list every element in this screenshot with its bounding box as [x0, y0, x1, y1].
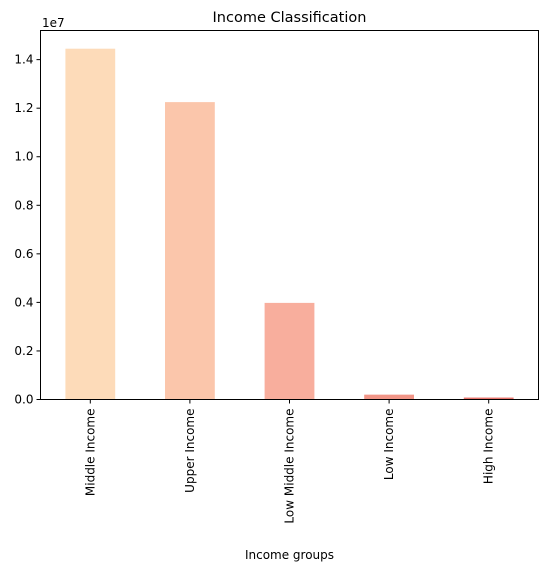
- x-tick-label: Middle Income: [83, 409, 97, 497]
- y-tick-label: 0.8: [14, 198, 33, 212]
- y-tick-label: 0.2: [14, 344, 33, 358]
- chart-title: Income Classification: [213, 10, 367, 26]
- y-tick-label: 0.6: [14, 247, 33, 261]
- y-axis-ticks: 0.0 0.2 0.4 0.6 0.8 1.0 1.2 1.4: [14, 53, 41, 407]
- bar-high-income: [463, 397, 514, 400]
- y-tick-label: 1.2: [14, 101, 33, 115]
- plot-frame: [40, 30, 539, 400]
- y-tick-label: 0.0: [14, 393, 33, 407]
- x-tick-label: Low Income: [382, 409, 396, 481]
- y-tick-label: 1.0: [14, 150, 33, 164]
- x-tick-label: Upper Income: [183, 409, 197, 493]
- bar-upper-income: [165, 102, 215, 400]
- bar-low-income: [364, 394, 414, 400]
- bars-group: [65, 48, 514, 400]
- x-tick-label: Low Middle Income: [283, 409, 297, 524]
- x-axis-label: Income groups: [245, 548, 334, 562]
- bar-middle-income: [65, 48, 116, 400]
- y-axis-offset-label: 1e7: [42, 16, 65, 30]
- y-tick-label: 1.4: [14, 53, 33, 67]
- bar-low-middle-income: [264, 302, 315, 400]
- x-tick-label: High Income: [482, 409, 496, 485]
- x-axis-ticks: Middle Income Upper Income Low Middle Inco…: [83, 399, 496, 524]
- y-tick-label: 0.4: [14, 295, 33, 309]
